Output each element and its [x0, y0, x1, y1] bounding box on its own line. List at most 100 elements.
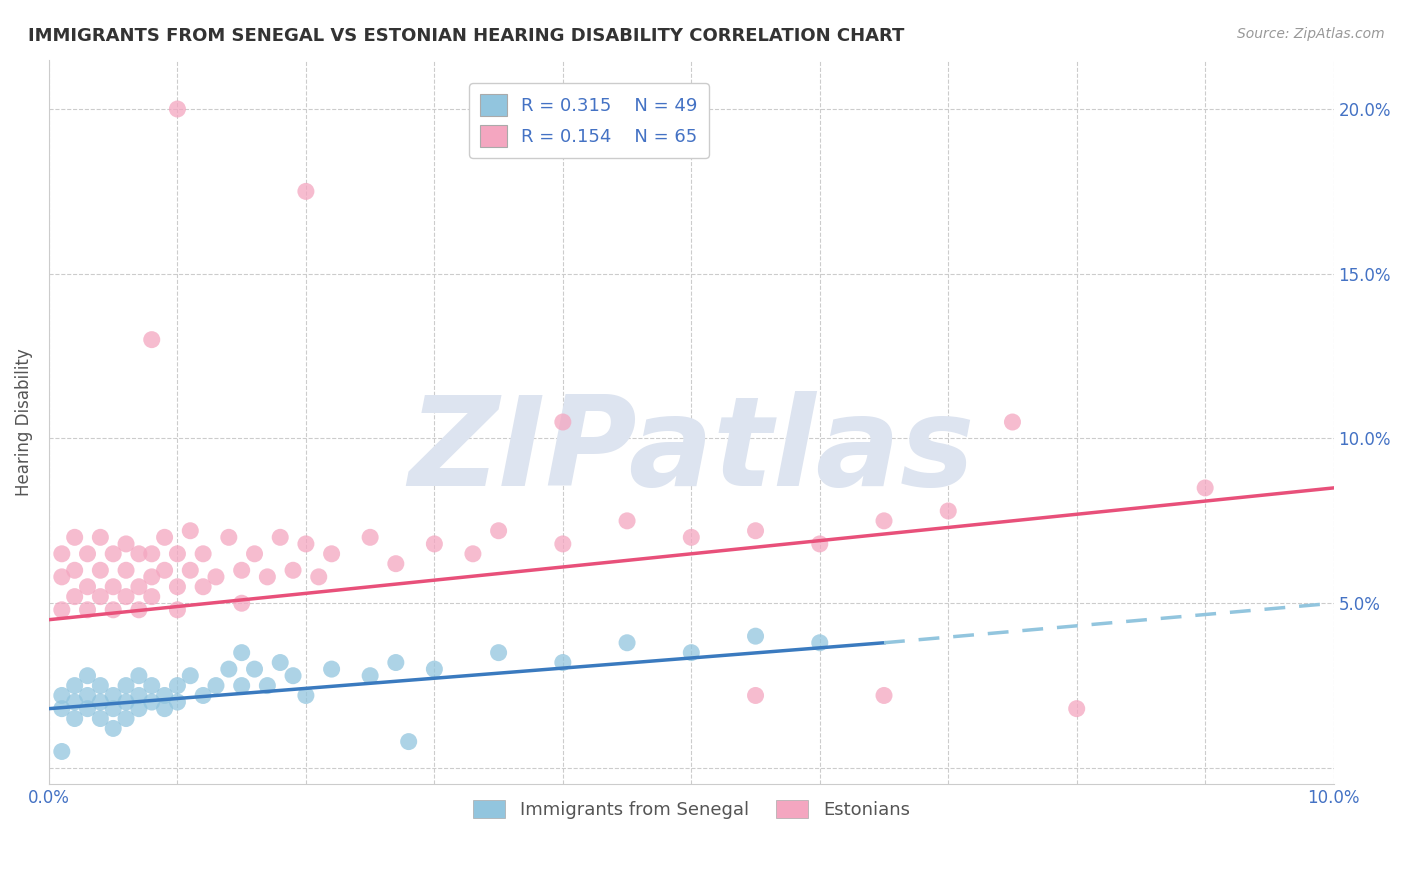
- Point: [115, 563, 138, 577]
- Point: [89, 679, 111, 693]
- Point: [63, 695, 86, 709]
- Y-axis label: Hearing Disability: Hearing Disability: [15, 348, 32, 496]
- Point: [128, 603, 150, 617]
- Point: [218, 662, 240, 676]
- Point: [103, 701, 125, 715]
- Point: [616, 636, 638, 650]
- Point: [63, 590, 86, 604]
- Point: [256, 679, 278, 693]
- Point: [269, 656, 291, 670]
- Point: [1001, 415, 1024, 429]
- Point: [103, 722, 125, 736]
- Point: [179, 563, 201, 577]
- Point: [551, 656, 574, 670]
- Point: [166, 603, 188, 617]
- Point: [191, 689, 214, 703]
- Point: [63, 530, 86, 544]
- Point: [873, 689, 896, 703]
- Point: [681, 646, 703, 660]
- Point: [115, 712, 138, 726]
- Point: [166, 102, 188, 116]
- Point: [179, 669, 201, 683]
- Point: [243, 547, 266, 561]
- Point: [51, 701, 73, 715]
- Point: [231, 563, 253, 577]
- Point: [115, 679, 138, 693]
- Legend: Immigrants from Senegal, Estonians: Immigrants from Senegal, Estonians: [465, 792, 917, 826]
- Point: [551, 415, 574, 429]
- Point: [744, 689, 766, 703]
- Point: [359, 669, 381, 683]
- Point: [153, 530, 176, 544]
- Point: [308, 570, 330, 584]
- Point: [243, 662, 266, 676]
- Point: [76, 580, 98, 594]
- Point: [423, 662, 446, 676]
- Point: [321, 547, 343, 561]
- Point: [166, 695, 188, 709]
- Point: [205, 570, 228, 584]
- Point: [141, 547, 163, 561]
- Point: [166, 580, 188, 594]
- Point: [873, 514, 896, 528]
- Point: [141, 570, 163, 584]
- Point: [153, 689, 176, 703]
- Point: [103, 689, 125, 703]
- Point: [51, 547, 73, 561]
- Point: [1066, 701, 1088, 715]
- Point: [205, 679, 228, 693]
- Point: [423, 537, 446, 551]
- Point: [141, 333, 163, 347]
- Point: [1194, 481, 1216, 495]
- Point: [488, 524, 510, 538]
- Point: [231, 646, 253, 660]
- Point: [51, 744, 73, 758]
- Point: [141, 679, 163, 693]
- Point: [89, 530, 111, 544]
- Point: [321, 662, 343, 676]
- Point: [63, 679, 86, 693]
- Text: IMMIGRANTS FROM SENEGAL VS ESTONIAN HEARING DISABILITY CORRELATION CHART: IMMIGRANTS FROM SENEGAL VS ESTONIAN HEAR…: [28, 27, 904, 45]
- Point: [76, 547, 98, 561]
- Point: [744, 524, 766, 538]
- Point: [936, 504, 959, 518]
- Point: [166, 547, 188, 561]
- Point: [103, 603, 125, 617]
- Text: Source: ZipAtlas.com: Source: ZipAtlas.com: [1237, 27, 1385, 41]
- Point: [103, 580, 125, 594]
- Point: [63, 563, 86, 577]
- Point: [76, 603, 98, 617]
- Point: [179, 524, 201, 538]
- Point: [103, 547, 125, 561]
- Point: [153, 701, 176, 715]
- Point: [89, 563, 111, 577]
- Point: [616, 514, 638, 528]
- Point: [153, 563, 176, 577]
- Point: [231, 679, 253, 693]
- Point: [269, 530, 291, 544]
- Point: [89, 590, 111, 604]
- Point: [76, 669, 98, 683]
- Point: [281, 563, 304, 577]
- Point: [89, 712, 111, 726]
- Point: [128, 701, 150, 715]
- Text: ZIPatlas: ZIPatlas: [408, 391, 974, 511]
- Point: [359, 530, 381, 544]
- Point: [808, 636, 831, 650]
- Point: [128, 547, 150, 561]
- Point: [191, 547, 214, 561]
- Point: [551, 537, 574, 551]
- Point: [231, 596, 253, 610]
- Point: [808, 537, 831, 551]
- Point: [398, 734, 420, 748]
- Point: [141, 695, 163, 709]
- Point: [461, 547, 484, 561]
- Point: [115, 537, 138, 551]
- Point: [115, 590, 138, 604]
- Point: [295, 689, 318, 703]
- Point: [256, 570, 278, 584]
- Point: [63, 712, 86, 726]
- Point: [281, 669, 304, 683]
- Point: [76, 689, 98, 703]
- Point: [128, 689, 150, 703]
